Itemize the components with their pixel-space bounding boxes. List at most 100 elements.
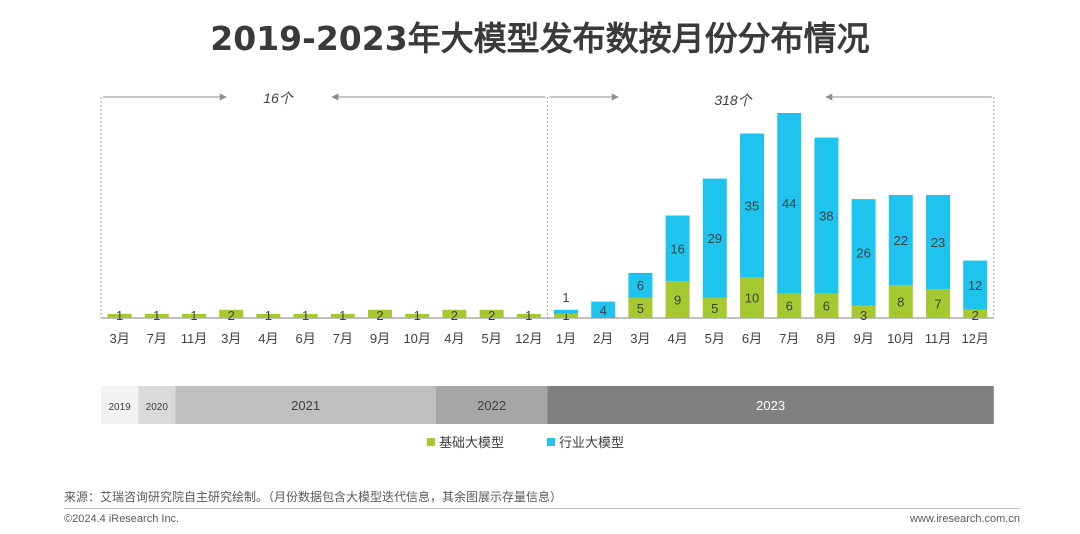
bar-value-label-base: 1 (414, 308, 421, 323)
bar-value-label-base: 1 (116, 308, 123, 323)
x-tick-label: 6月 (742, 331, 762, 346)
bar-value-label-base: 5 (637, 301, 644, 316)
bar-industry-model (628, 272, 653, 298)
source-note: 来源：艾瑞咨询研究院自主研究绘制。（月份数据包含大模型迭代信息，其余图展示存量信… (64, 490, 563, 504)
bar-value-label-industry: 6 (637, 278, 644, 293)
bar-base-model (628, 297, 653, 318)
bar-base-model (963, 309, 988, 318)
bar-base-model (107, 313, 132, 318)
bar-value-label-base: 2 (972, 308, 979, 323)
x-tick-label: 1月 (556, 331, 576, 346)
x-tick-label: 5月 (481, 331, 501, 346)
year-band-segment (138, 386, 176, 424)
bar-base-model (144, 313, 169, 318)
x-tick-label: 9月 (853, 331, 873, 346)
x-tick-label: 11月 (925, 331, 952, 346)
bar-base-model (405, 313, 430, 318)
bar-value-label-base: 2 (451, 308, 458, 323)
year-band-label: 2020 (146, 402, 169, 413)
bar-value-label-base: 2 (228, 308, 235, 323)
bar-value-label-base: 9 (674, 293, 681, 308)
bar-industry-model (814, 137, 839, 294)
copyright-text: ©2024.4 iResearch Inc. (64, 513, 180, 525)
bar-industry-model (665, 215, 690, 282)
bar-base-model (368, 309, 392, 318)
bar-base-model (442, 309, 467, 318)
bar-base-model (219, 309, 244, 318)
bar-base-model (479, 309, 504, 318)
bar-base-model (516, 313, 541, 318)
legend-label-base: 基础大模型 (439, 435, 504, 450)
x-tick-label: 4月 (444, 331, 464, 346)
bar-value-label-base: 3 (860, 308, 867, 323)
bar-base-model (777, 293, 802, 318)
bar-industry-model (591, 301, 616, 318)
x-tick-label: 10月 (403, 331, 430, 346)
x-tick-label: 10月 (887, 331, 914, 346)
legend-label-industry: 行业大模型 (559, 435, 624, 450)
year-band-label: 2022 (477, 398, 506, 413)
x-tick-label: 7月 (779, 331, 799, 346)
bar-value-label-base: 1 (190, 308, 197, 323)
bar-value-label-base: 6 (823, 299, 830, 314)
bar-value-label-industry: 16 (670, 241, 684, 256)
x-tick-label: 3月 (630, 331, 650, 346)
bar-value-label-base: 1 (153, 308, 160, 323)
bar-base-model (665, 281, 690, 318)
bar-base-model (888, 285, 913, 318)
bar-base-model (182, 313, 206, 318)
x-tick-label: 7月 (333, 331, 353, 346)
bar-value-label-industry: 44 (782, 196, 796, 211)
year-band-segment (547, 386, 994, 424)
bar-base-model (554, 313, 578, 318)
bar-industry-model (554, 309, 578, 314)
bar-value-label-base: 2 (376, 308, 383, 323)
x-tick-label: 11月 (181, 331, 208, 346)
bar-value-label-base: 1 (339, 308, 346, 323)
bar-value-label-industry: 4 (600, 303, 607, 318)
x-tick-label: 9月 (370, 331, 390, 346)
x-tick-label: 7月 (147, 331, 167, 346)
left-period-count: 16个 (263, 90, 295, 106)
legend-swatch-base (427, 438, 435, 446)
footer-divider (64, 508, 1020, 509)
bar-value-label-base: 1 (562, 308, 569, 323)
bar-value-label-industry: 38 (819, 209, 833, 224)
bar-value-label-industry: 22 (894, 233, 908, 248)
bar-industry-model (963, 260, 988, 310)
bar-value-label-base: 7 (934, 297, 941, 312)
x-tick-label: 6月 (295, 331, 315, 346)
bar-industry-model (926, 195, 950, 290)
bar-base-model (330, 313, 355, 318)
chart-title: 2019-2023年大模型发布数按月份分布情况 (210, 19, 870, 58)
year-band-segment (435, 386, 548, 424)
bar-value-label-industry: 12 (968, 278, 982, 293)
bar-value-label-base: 6 (786, 299, 793, 314)
bar-base-model (851, 305, 876, 318)
bar-value-label-industry: 26 (856, 245, 870, 260)
x-tick-label: 2月 (593, 331, 613, 346)
year-band-segment (175, 386, 436, 424)
bar-base-model (702, 297, 727, 318)
bar-value-label-base: 1 (302, 308, 309, 323)
bar-industry-model (851, 199, 876, 306)
bar-value-label-industry: 35 (745, 198, 759, 213)
bar-base-model (256, 313, 281, 318)
bar-industry-model (702, 178, 727, 298)
stacked-bar-chart: 16个 318个13月17月111月23月14月16月17月29月110月24月2… (100, 90, 995, 450)
year-band-label: 2021 (291, 398, 320, 413)
bar-value-label-industry: 1 (562, 290, 569, 305)
bar-value-label-base: 1 (525, 308, 532, 323)
x-tick-label: 4月 (667, 331, 687, 346)
x-tick-label: 3月 (221, 331, 241, 346)
x-tick-label: 5月 (705, 331, 725, 346)
x-tick-label: 12月 (961, 331, 988, 346)
bar-value-label-base: 5 (711, 301, 718, 316)
bar-industry-model (740, 133, 764, 277)
bar-base-model (293, 313, 318, 318)
right-period-count: 318个 (714, 92, 753, 108)
bar-base-model (814, 293, 839, 318)
year-band-segment (101, 386, 139, 424)
bar-value-label-base: 2 (488, 308, 495, 323)
